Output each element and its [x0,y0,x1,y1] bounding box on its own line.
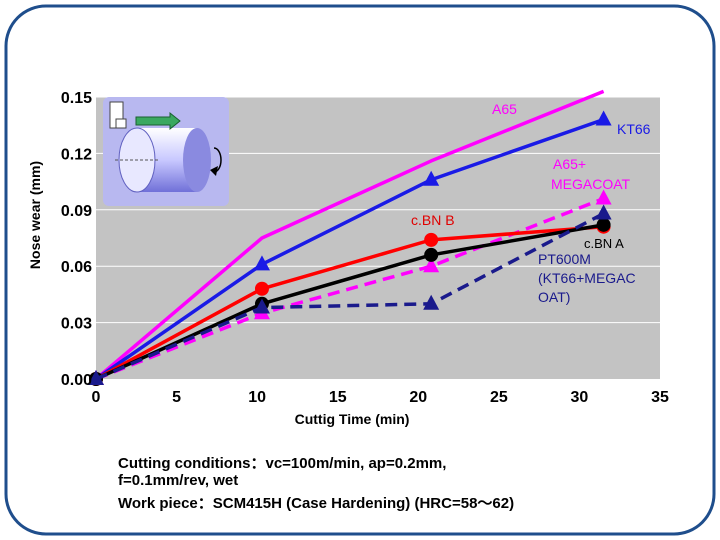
label-a65-megacoat-2: MEGACOAT [551,176,631,192]
x-tick-label: 20 [409,389,427,406]
x-axis-title: Cuttig Time (min) [295,411,410,427]
series-labels: A65 KT66 A65+ MEGACOAT c.BN B c.BN A PT6… [411,101,651,305]
series-marker [424,247,439,262]
label-a65: A65 [492,101,517,117]
x-tick-label: 0 [92,389,101,406]
axis-labels: Nose wear (mm) Cuttig Time (min) [27,161,409,427]
conditions-line-3: Work piece：SCM415H (Case Hardening) (HRC… [118,495,515,512]
series-marker [424,232,439,247]
feed-arrow-icon [135,111,181,131]
series-marker [595,204,612,220]
series-line-3 [95,224,604,381]
series-marker [253,255,270,271]
label-cbn-b: c.BN B [411,212,455,228]
y-tick-label: 0.09 [61,203,92,220]
x-tick-label: 5 [172,389,181,406]
series-marker [595,189,612,205]
series-group [88,89,612,386]
x-tick-label: 10 [248,389,266,406]
conditions-line-1: Cutting conditions：vc=100m/min, ap=0.2mm… [118,455,447,472]
series-line-0 [94,89,605,381]
series-marker [254,281,269,296]
series-marker [253,298,270,314]
series-line-5 [95,212,605,381]
label-pt600m-1: PT600M [538,251,591,267]
y-tick-label: 0.00 [61,372,92,389]
rotation-arrowhead-icon [210,166,218,176]
series-marker [423,170,440,186]
conditions-line-2: f=0.1mm/rev, wet [118,472,239,489]
series-marker [423,294,440,310]
x-tick-label: 35 [651,389,669,406]
cylinder-end [183,128,211,192]
y-tick-label: 0.12 [61,146,92,163]
series-marker [88,370,104,385]
label-pt600m-3: OAT) [538,289,570,305]
x-tick-label: 25 [490,389,508,406]
series-marker [423,257,440,273]
axis-ticks: 0.00 0.03 0.06 0.09 0.12 0.15 0 5 10 15 20 25 30 35 [61,90,669,406]
label-a65-megacoat-1: A65+ [553,156,586,172]
label-kt66: KT66 [617,121,651,137]
workpiece-inset [103,97,229,206]
label-cbn-a: c.BN A [584,236,624,251]
tool-insert [115,118,127,129]
y-tick-label: 0.15 [61,90,92,107]
y-tick-label: 0.06 [61,259,92,276]
series-marker [595,110,612,126]
x-tick-label: 30 [571,389,589,406]
x-tick-label: 15 [329,389,347,406]
y-axis-title: Nose wear (mm) [27,161,43,269]
series-marker [596,217,611,232]
series-line-4 [95,223,604,381]
series-line-1 [95,117,605,381]
label-pt600m-2: (KT66+MEGAC [538,270,636,286]
y-tick-label: 0.03 [61,316,92,333]
